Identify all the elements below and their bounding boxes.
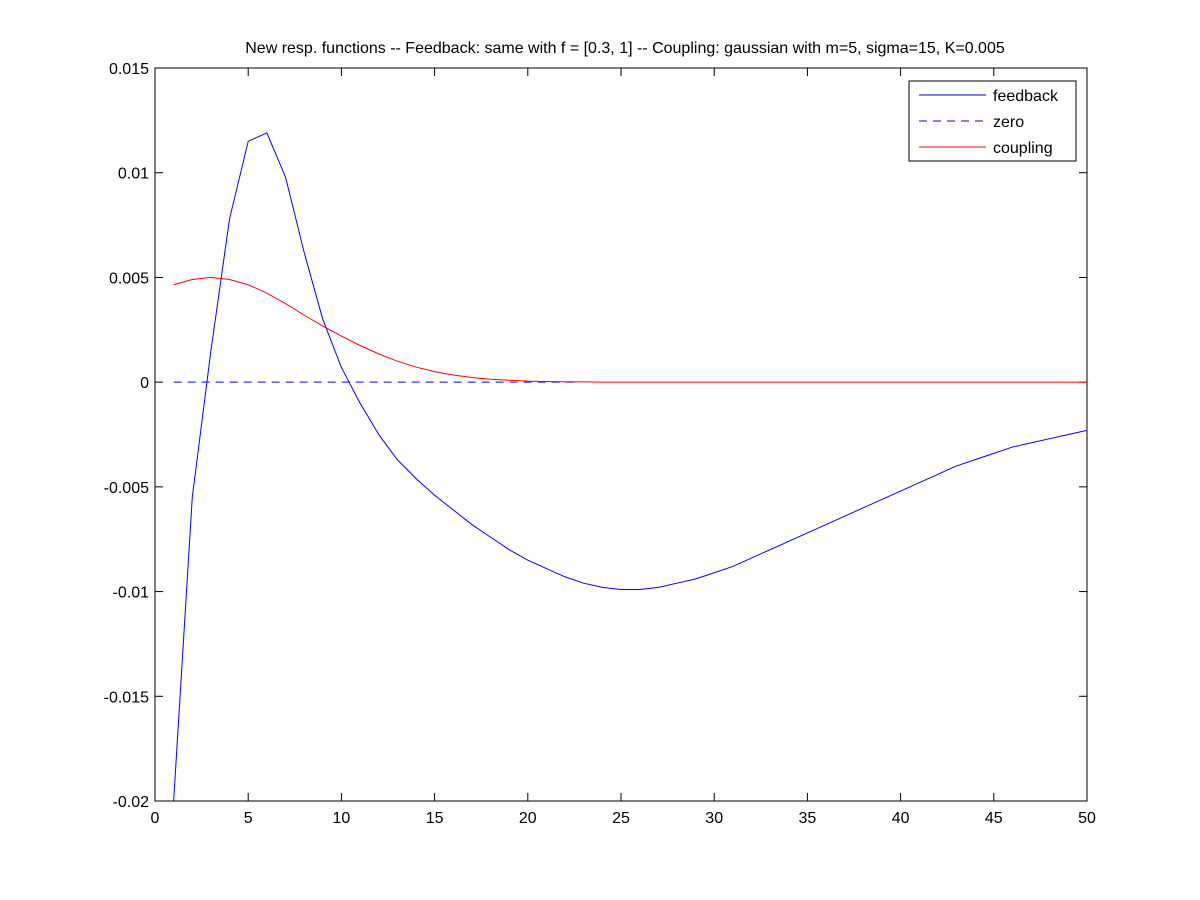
plot-area: 0 5 10 15 20 25 30 35 40 45 50 0.015 0.01 0.005 0 -0.00… [104,61,1096,827]
legend: feedback zero coupling [908,80,1077,162]
x-tick-label: 30 [705,810,723,827]
series-layer [173,132,1087,801]
x-tick-label: 5 [244,810,253,827]
y-tick-label: -0.01 [113,585,150,602]
legend-label-zero: zero [993,114,1024,131]
x-tick-label: 35 [799,810,817,827]
x-tick-label: 50 [1078,810,1096,827]
y-tick-label: -0.015 [104,689,149,706]
y-tick-label: 0 [140,375,149,392]
y-tick-label: -0.005 [104,480,149,497]
axis-ticks: 0 5 10 15 20 25 30 35 40 45 50 0.015 0.01 0.005 0 -0.00… [104,61,1096,827]
legend-label-coupling: coupling [993,140,1053,157]
x-tick-label: 25 [612,810,630,827]
x-tick-label: 10 [333,810,351,827]
y-tick-label: 0.01 [118,166,149,183]
x-tick-label: 20 [519,810,537,827]
x-tick-label: 40 [892,810,910,827]
y-tick-label: -0.02 [113,794,150,811]
x-tick-label: 15 [426,810,444,827]
series-line-coupling [173,276,1087,383]
chart-title: New resp. functions -- Feedback: same wi… [245,40,1005,57]
x-tick-label: 0 [151,810,160,827]
y-tick-label: 0.005 [109,270,149,287]
x-tick-label: 45 [985,810,1003,827]
legend-label-feedback: feedback [993,88,1059,105]
y-tick-label: 0.015 [109,61,149,78]
